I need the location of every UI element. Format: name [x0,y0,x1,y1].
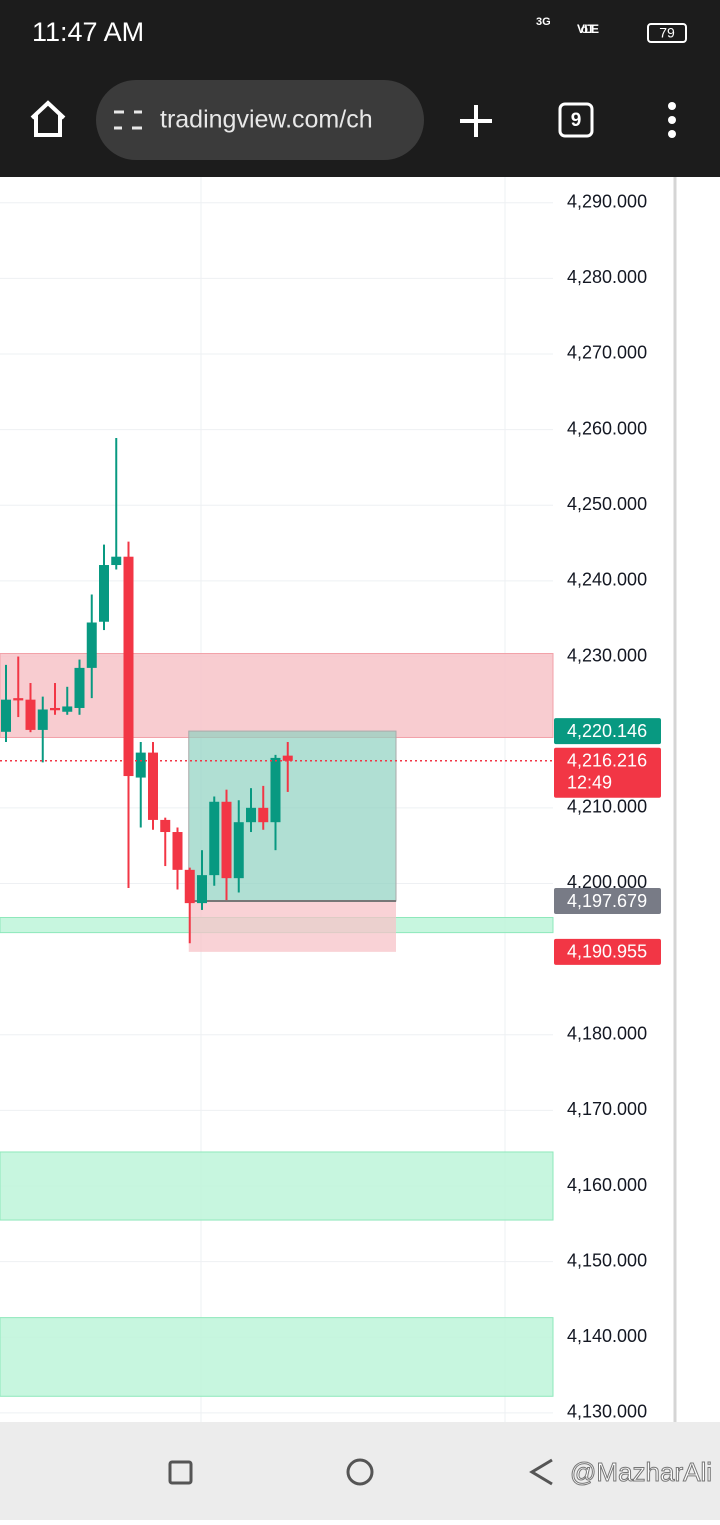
clock: 11:47 AM [32,17,144,47]
candle-body [184,869,195,904]
y-tick-label: 4,160.000 [567,1175,647,1195]
candle-body [258,807,269,823]
candle-body [13,698,24,701]
price-tag-label: 4,190.955 [567,942,647,962]
price-tag [554,888,661,915]
y-tick-label: 4,250.000 [567,494,647,514]
chart: 4,290.000 4,280.000 4,270.000 4,260.000 4,25… [0,177,675,1422]
candle-body [25,699,36,730]
volte: Vo LTE [577,22,599,36]
watermark: @MazharAli [570,1457,712,1487]
candle-body [50,707,60,711]
price-tag-label: 4,197.679 [567,891,647,911]
candle-body [135,752,146,778]
bar-countdown: 12:49 [567,773,612,793]
battery-level: 79 [659,25,675,41]
candle-body [111,556,122,566]
price-tag-label: 4,220.146 [567,721,647,741]
home-button[interactable] [30,100,66,137]
y-tick-label: 4,260.000 [567,418,647,438]
site-settings-icon[interactable] [114,110,142,130]
menu-button[interactable] [668,102,676,138]
y-tick-label: 4,150.000 [567,1250,647,1270]
zone [0,1151,554,1221]
candle-body [160,819,171,833]
candle-body [197,875,207,904]
url[interactable]: tradingview.com/ch [160,106,373,134]
candle-body [209,801,220,876]
candle-body [172,832,183,870]
candle-body [221,801,232,879]
candle-body [233,822,244,879]
loss-zone [188,901,396,952]
candle-body [74,667,85,708]
candle-body [1,699,11,732]
network-type: 3G [536,16,551,28]
y-tick-label: 4,130.000 [567,1402,647,1422]
battery [647,23,687,43]
price-tag [554,938,661,965]
y-tick-label: 4,240.000 [567,570,647,590]
y-tick-label: 4,290.000 [567,191,647,211]
url-bar[interactable] [96,80,424,160]
home-nav-button[interactable] [346,1458,374,1486]
y-tick-label: 4,270.000 [567,343,647,363]
y-tick-label: 4,210.000 [567,797,647,817]
candle-body [282,755,293,761]
price-tag [554,718,661,745]
recents-button[interactable] [168,1460,193,1485]
tab-switcher[interactable] [558,102,594,138]
y-tick-label: 4,280.000 [567,267,647,287]
candle-body [99,565,109,622]
y-tick-label: 4,180.000 [567,1023,647,1043]
candle-body [62,706,73,712]
zone [0,1317,554,1397]
candle-body [37,709,48,730]
y-tick-label: 4,230.000 [567,645,647,665]
candle-body [270,757,281,823]
candle-body [246,807,256,823]
candle-body [86,622,97,668]
back-button[interactable] [529,1458,553,1486]
last-price-tag [554,747,661,798]
y-tick-label: 4,140.000 [567,1326,647,1346]
candle-body [123,556,134,777]
new-tab-button[interactable] [460,105,492,137]
candle-body [148,752,158,820]
y-tick-label: 4,170.000 [567,1099,647,1119]
last-price-label: 4,216.216 [567,751,647,771]
tab-count[interactable]: 9 [571,110,582,131]
nav-bar [0,1422,720,1520]
y-tick-label: 4,200.000 [567,872,647,892]
